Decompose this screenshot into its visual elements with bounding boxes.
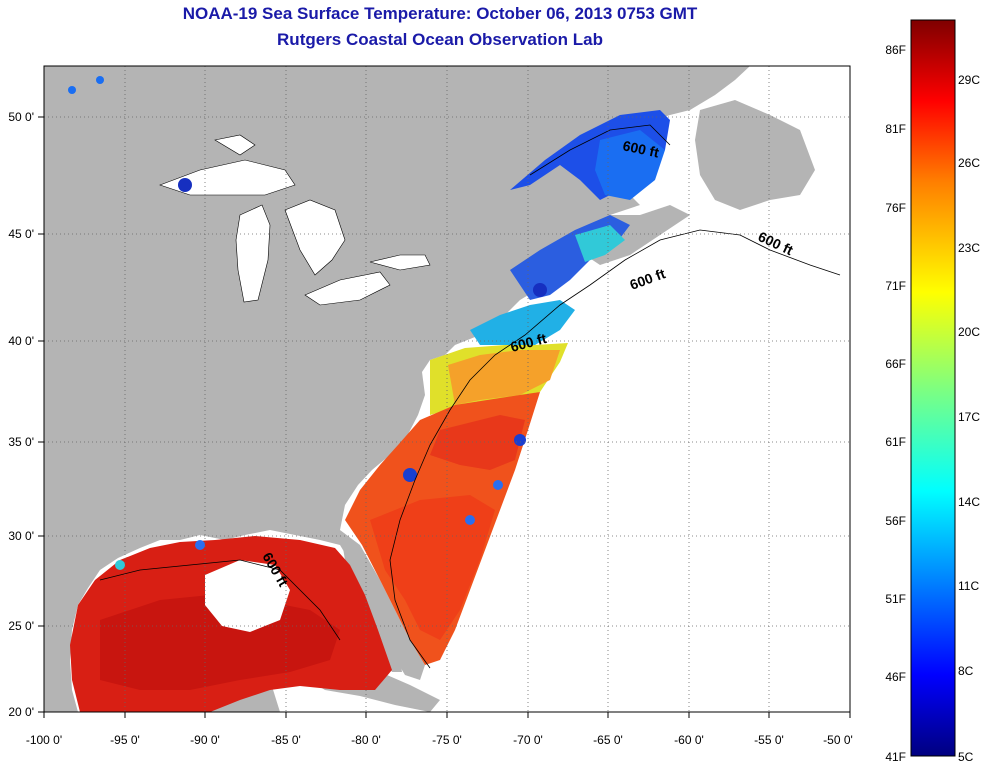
lat-tick-label: 35 0' (8, 435, 34, 449)
lat-tick-label: 25 0' (8, 619, 34, 633)
fahrenheit-label: 61F (885, 435, 906, 449)
newfoundland (695, 100, 815, 210)
fahrenheit-label: 56F (885, 514, 906, 528)
map-subtitle: Rutgers Coastal Ocean Observation Lab (277, 30, 603, 49)
map-panel (44, 66, 850, 712)
lat-tick-label: 40 0' (8, 334, 34, 348)
great-lakes (159, 134, 431, 306)
lon-tick-label: -65 0' (593, 733, 623, 747)
lon-tick-label: -55 0' (754, 733, 784, 747)
lon-tick-label: -80 0' (351, 733, 381, 747)
lon-tick-label: -70 0' (513, 733, 543, 747)
fahrenheit-label: 86F (885, 43, 906, 57)
fahrenheit-label: 81F (885, 122, 906, 136)
sst-data (68, 76, 670, 712)
celsius-label: 11C (958, 579, 979, 593)
lon-tick-label: -60 0' (674, 733, 704, 747)
fahrenheit-scale: 86F 81F 76F 71F 66F 61F 56F 51F 46F 41F (885, 43, 906, 764)
gulf-depth-contour (99, 559, 341, 641)
fahrenheit-label: 41F (885, 750, 906, 764)
fahrenheit-label: 46F (885, 670, 906, 684)
lon-tick-label: -85 0' (271, 733, 301, 747)
celsius-label: 29C (958, 73, 980, 87)
lat-tick-label: 20 0' (8, 705, 34, 719)
lat-tick-label: 50 0' (8, 110, 34, 124)
depth-contour-600ft (389, 229, 841, 669)
axis-ticks (38, 116, 851, 718)
fahrenheit-label: 71F (885, 279, 906, 293)
north-america-land (44, 66, 750, 712)
lon-tick-label: -50 0' (823, 733, 853, 747)
celsius-label: 14C (958, 495, 980, 509)
fahrenheit-label: 51F (885, 592, 906, 606)
lat-tick-label: 45 0' (8, 227, 34, 241)
temperature-colorbar: 86F 81F 76F 71F 66F 61F 56F 51F 46F 41F … (885, 19, 980, 764)
latitude-labels: 50 0' 45 0' 40 0' 35 0' 30 0' 25 0' 20 0… (8, 110, 34, 719)
st-lawrence-contour (529, 124, 671, 176)
fahrenheit-label: 76F (885, 201, 906, 215)
colorbar-gradient (910, 19, 956, 757)
lon-tick-label: -75 0' (432, 733, 462, 747)
map-title: NOAA-19 Sea Surface Temperature: October… (182, 4, 698, 23)
lon-tick-label: -95 0' (110, 733, 140, 747)
fahrenheit-label: 66F (885, 357, 906, 371)
celsius-label: 8C (958, 664, 974, 678)
celsius-scale: 29C 26C 23C 20C 17C 14C 11C 8C 5C (958, 73, 980, 764)
contour-label: 600 ft (621, 137, 660, 160)
lon-tick-label: -90 0' (190, 733, 220, 747)
florida (340, 530, 425, 680)
celsius-label: 23C (958, 241, 980, 255)
longitude-labels: -100 0' -95 0' -90 0' -85 0' -80 0' -75 … (26, 733, 853, 747)
celsius-label: 26C (958, 156, 980, 170)
lat-tick-label: 30 0' (8, 529, 34, 543)
celsius-label: 17C (958, 410, 980, 424)
lon-tick-label: -100 0' (26, 733, 62, 747)
celsius-label: 5C (958, 750, 974, 764)
celsius-label: 20C (958, 325, 980, 339)
